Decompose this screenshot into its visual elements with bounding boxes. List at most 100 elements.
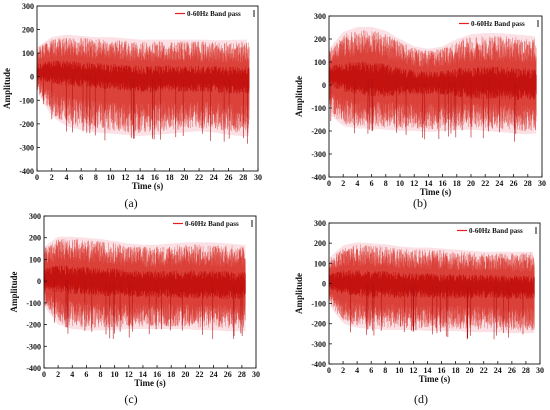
x-tick-label: 14 xyxy=(424,179,432,188)
y-axis-title: Amplitude xyxy=(9,271,19,312)
y-tick-label: 200 xyxy=(22,26,34,35)
x-tick-label: 20 xyxy=(466,366,474,375)
x-tick-label: 10 xyxy=(396,179,404,188)
x-tick-label: 28 xyxy=(522,366,530,375)
x-tick-label: 18 xyxy=(452,366,460,375)
panel-label-c: (c) xyxy=(124,392,137,406)
y-tick-label: -300 xyxy=(19,143,34,152)
y-tick-label: -300 xyxy=(26,342,41,351)
x-axis-title: Time (s) xyxy=(419,374,451,384)
signal-series-c xyxy=(43,236,246,339)
x-tick-label: 12 xyxy=(409,366,417,375)
legend-box xyxy=(455,226,537,235)
x-tick-label: 22 xyxy=(195,370,203,379)
y-tick-label: -200 xyxy=(19,120,34,129)
x-axis-title: Time (s) xyxy=(420,187,452,197)
x-tick-label: 2 xyxy=(50,173,54,182)
y-tick-label: 0 xyxy=(322,81,326,90)
y-axis-title: Amplitude xyxy=(294,76,304,117)
legend-label: 0-60Hz Band pass xyxy=(185,220,239,228)
x-tick-label: 16 xyxy=(439,179,447,188)
x-tick-label: 18 xyxy=(167,370,175,379)
x-tick-label: 2 xyxy=(56,370,60,379)
y-axis-title: Amplitude xyxy=(294,273,304,314)
x-tick-label: 24 xyxy=(210,370,218,379)
y-tick-label: -300 xyxy=(311,150,326,159)
x-tick-label: 30 xyxy=(252,370,260,379)
y-tick-label: -100 xyxy=(311,104,326,113)
x-tick-label: 18 xyxy=(166,173,174,182)
y-tick-label: 300 xyxy=(22,2,34,11)
y-tick-label: -400 xyxy=(19,167,34,176)
x-tick-label: 16 xyxy=(151,173,159,182)
y-tick-label: -400 xyxy=(311,360,326,369)
x-tick-label: 28 xyxy=(239,173,247,182)
x-tick-label: 10 xyxy=(111,370,119,379)
x-tick-label: 6 xyxy=(370,179,374,188)
y-tick-label: -200 xyxy=(311,127,326,136)
x-tick-label: 14 xyxy=(423,366,431,375)
x-tick-label: 16 xyxy=(438,366,446,375)
x-tick-label: 8 xyxy=(99,370,103,379)
y-tick-label: -100 xyxy=(19,96,34,105)
x-tick-label: 12 xyxy=(410,179,418,188)
y-tick-label: 100 xyxy=(29,255,41,264)
signal-series-d xyxy=(328,242,535,340)
signal-spikes-d xyxy=(350,283,524,340)
y-tick-label: 100 xyxy=(314,259,326,268)
x-tick-label: 2 xyxy=(341,179,345,188)
plot-frame-b xyxy=(328,15,543,178)
y-tick-label: 200 xyxy=(314,239,326,248)
panel-label-a: (a) xyxy=(124,196,137,210)
x-tick-label: 4 xyxy=(70,370,74,379)
legend-label: 0-60Hz Band pass xyxy=(469,227,523,235)
x-tick-label: 14 xyxy=(136,173,144,182)
x-tick-label: 24 xyxy=(210,173,218,182)
y-tick-label: 300 xyxy=(314,12,326,21)
x-tick-label: 8 xyxy=(383,366,387,375)
x-tick-label: 26 xyxy=(508,366,516,375)
x-tick-label: 28 xyxy=(238,370,246,379)
x-tick-label: 26 xyxy=(225,173,233,182)
x-tick-label: 16 xyxy=(153,370,161,379)
signal-spikes-a xyxy=(43,72,248,144)
y-tick-label: 100 xyxy=(314,58,326,67)
x-tick-label: 22 xyxy=(481,179,489,188)
signal-series-a xyxy=(36,34,250,144)
y-tick-label: 300 xyxy=(314,219,326,228)
x-tick-label: 12 xyxy=(121,173,129,182)
x-tick-label: 10 xyxy=(107,173,115,182)
plot-frame-d xyxy=(328,222,541,365)
x-tick-label: 0 xyxy=(327,366,331,375)
x-tick-label: 2 xyxy=(341,366,345,375)
x-tick-label: 20 xyxy=(467,179,475,188)
y-tick-label: -300 xyxy=(311,340,326,349)
legend-box xyxy=(457,19,539,28)
panel-label-d: (d) xyxy=(414,392,428,406)
plot-frame-c xyxy=(43,215,257,369)
x-tick-label: 30 xyxy=(538,179,546,188)
legend-box xyxy=(173,9,255,18)
y-tick-label: -400 xyxy=(26,364,41,373)
x-tick-label: 30 xyxy=(254,173,262,182)
x-tick-label: 24 xyxy=(495,179,503,188)
y-tick-label: -200 xyxy=(311,320,326,329)
x-axis-title: Time (s) xyxy=(134,378,166,388)
x-tick-label: 22 xyxy=(480,366,488,375)
y-tick-label: 0 xyxy=(30,73,34,82)
x-tick-label: 6 xyxy=(369,366,373,375)
y-tick-label: -100 xyxy=(311,300,326,309)
x-tick-label: 12 xyxy=(125,370,133,379)
x-tick-label: 26 xyxy=(224,370,232,379)
y-tick-label: 200 xyxy=(29,234,41,243)
x-tick-label: 8 xyxy=(94,173,98,182)
y-axis-title: Amplitude xyxy=(2,68,12,109)
y-tick-label: -100 xyxy=(26,299,41,308)
y-tick-label: 200 xyxy=(314,35,326,44)
y-tick-label: 300 xyxy=(29,212,41,221)
x-tick-label: 4 xyxy=(64,173,68,182)
plot-frame-a xyxy=(36,5,259,172)
